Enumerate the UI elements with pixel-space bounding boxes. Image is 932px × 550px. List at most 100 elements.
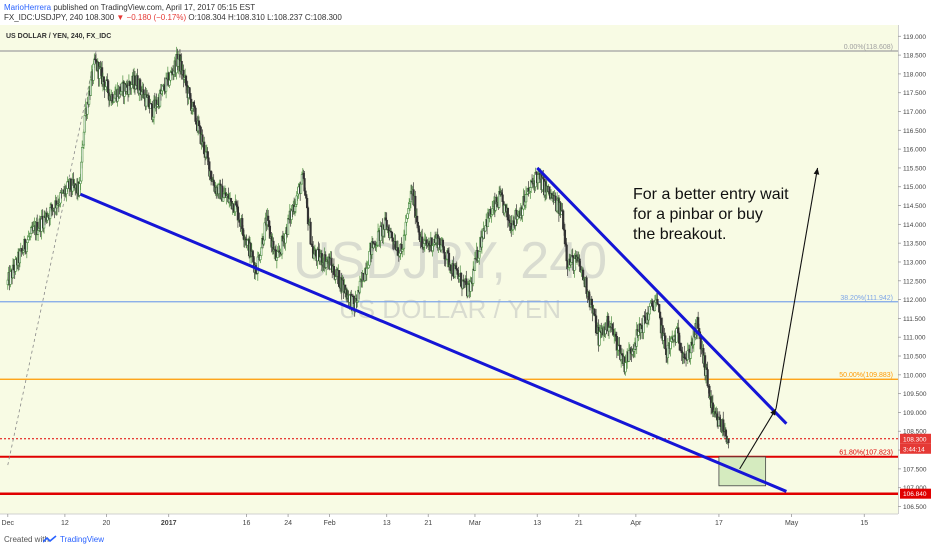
- y-tick-label: 118.500: [903, 53, 926, 60]
- candle: [50, 204, 54, 210]
- y-tick-label: 117.500: [903, 90, 926, 97]
- y-tick-label: 115.000: [903, 184, 926, 191]
- publish-info: MarioHerrera published on TradingView.co…: [4, 3, 255, 12]
- candle: [267, 215, 270, 221]
- breakout-target-arrow-head: [813, 167, 820, 175]
- countdown-tag-text: 3:44:14: [903, 446, 925, 453]
- candle: [81, 147, 84, 163]
- candle: [472, 268, 475, 284]
- candle: [501, 194, 504, 202]
- footer-brand-link[interactable]: TradingView: [60, 535, 105, 544]
- candle: [727, 438, 730, 444]
- y-tick-label: 117.000: [903, 109, 926, 116]
- y-tick-label: 113.000: [903, 259, 926, 266]
- x-tick-label: Feb: [324, 520, 336, 527]
- fib-level-label: 61.80%(107.823): [839, 450, 893, 457]
- candle: [113, 97, 116, 103]
- x-tick-label: 13: [533, 520, 541, 527]
- support-price-tag: [900, 488, 931, 499]
- candle: [262, 239, 265, 245]
- candle: [565, 244, 568, 262]
- time-axis-background: [0, 514, 932, 530]
- y-tick-label: 108.500: [903, 429, 927, 436]
- candle: [338, 270, 341, 287]
- ohlc-values: O:108.304 H:108.310 L:108.237 C:108.300: [188, 13, 342, 22]
- breakout-target-arrow[interactable]: [775, 167, 819, 409]
- y-tick-label: 112.000: [903, 297, 926, 304]
- y-tick-label: 114.000: [903, 222, 926, 229]
- y-tick-label: 111.000: [903, 335, 926, 342]
- annotation-line-2: for a pinbar or buy: [633, 206, 763, 223]
- x-tick-label: 20: [103, 520, 111, 527]
- x-tick-label: 21: [424, 520, 432, 527]
- fib-level-label: 0.00%(118.608): [844, 44, 893, 51]
- price-axis[interactable]: 119.000 118.500 118.000 117.500 117.000 116.5…: [898, 34, 927, 511]
- upper-wedge-line[interactable]: [536, 166, 788, 425]
- candle: [379, 225, 382, 242]
- symbol-label: FX_IDC:USDJPY, 240: [4, 13, 83, 22]
- price-tags: 108.300 3:44:14 106.840: [900, 433, 931, 499]
- x-tick-label: 2017: [161, 520, 177, 527]
- candle: [107, 80, 110, 94]
- support-price-tag-text: 106.840: [903, 491, 927, 498]
- y-tick-label: 110.500: [903, 354, 926, 361]
- time-axis[interactable]: Dec 12 20 2017 16 24 Feb 13 21 Mar 13 21 Apr 17 May 15: [2, 514, 869, 527]
- fib-level-label: 38.20%(111.942): [840, 295, 893, 302]
- x-tick-label: Apr: [630, 520, 642, 527]
- y-tick-label: 116.500: [903, 128, 926, 135]
- level-lines: [0, 50, 898, 495]
- candle: [276, 251, 279, 258]
- fib-anchor-dashed-line: [7, 51, 97, 466]
- x-tick-label: 21: [575, 520, 583, 527]
- countdown-tag: [900, 443, 931, 454]
- trendlines[interactable]: [79, 166, 820, 493]
- y-tick-label: 111.500: [903, 316, 926, 323]
- candle: [299, 183, 303, 194]
- footer-created-with: Created with: [4, 535, 49, 544]
- x-tick-label: Dec: [2, 520, 15, 527]
- candle: [441, 239, 445, 247]
- last-price: 108.300: [85, 13, 115, 22]
- candle: [30, 227, 33, 234]
- y-tick-label: 115.500: [903, 165, 926, 172]
- y-tick-label: 113.500: [903, 241, 926, 248]
- y-tick-label: 109.000: [903, 410, 927, 417]
- watermark-name: US DOLLAR / YEN: [339, 294, 561, 324]
- candle: [706, 369, 709, 387]
- candle: [203, 141, 206, 155]
- y-tick-label: 110.000: [903, 372, 926, 379]
- pinbar-entry-arrow[interactable]: [739, 408, 777, 470]
- last-price-tag: [900, 433, 931, 444]
- candle: [563, 229, 567, 245]
- price-axis-background: [898, 25, 932, 514]
- annotation-line-1: For a better entry wait: [633, 186, 789, 203]
- y-tick-label: 107.500: [903, 466, 927, 473]
- candle: [665, 348, 668, 355]
- pinbar-entry-arrow-head: [770, 408, 777, 416]
- candle: [421, 236, 424, 248]
- annotation-text: For a better entry wait for a pinbar or …: [633, 186, 789, 243]
- y-tick-label: 116.000: [903, 147, 926, 154]
- y-tick-label: 106.500: [903, 504, 927, 511]
- candle: [416, 221, 419, 227]
- annotation-line-3: the breakout.: [633, 226, 726, 243]
- fib-level-label: 50.00%(109.883): [839, 372, 893, 379]
- candle: [236, 206, 240, 221]
- candle: [66, 181, 69, 189]
- published-text: published on TradingView.com, April 17, …: [53, 3, 256, 12]
- x-tick-label: 12: [61, 520, 69, 527]
- author-link[interactable]: MarioHerrera: [4, 3, 52, 12]
- lower-wedge-line[interactable]: [79, 192, 787, 493]
- fib-labels: 0.00%(118.608) 38.20%(111.942) 50.00%(109.…: [839, 44, 893, 457]
- chart-title: US DOLLAR / YEN, 240, FX_IDC: [6, 33, 111, 40]
- y-tick-label: 109.500: [903, 391, 927, 398]
- x-tick-label: 15: [860, 520, 868, 527]
- x-tick-label: 16: [243, 520, 251, 527]
- x-tick-label: 17: [715, 520, 723, 527]
- candles: [6, 46, 730, 449]
- candle: [207, 157, 210, 163]
- candle: [358, 280, 361, 293]
- candle: [229, 197, 233, 202]
- x-tick-label: Mar: [469, 520, 482, 527]
